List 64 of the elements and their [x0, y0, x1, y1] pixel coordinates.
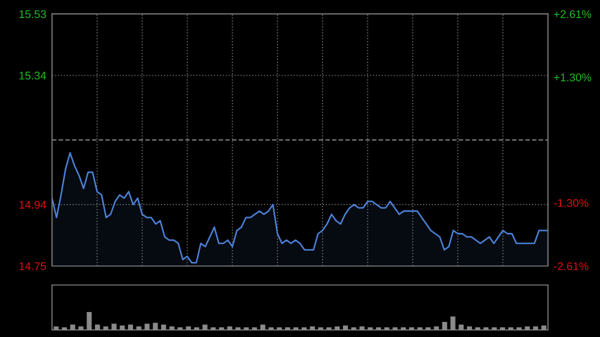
bar [475, 327, 480, 330]
bar [169, 326, 174, 330]
bar [342, 325, 348, 330]
bar [70, 324, 76, 330]
bar [458, 324, 464, 330]
bar [500, 327, 505, 330]
bar [484, 327, 488, 330]
bar [260, 324, 266, 330]
bar [178, 327, 183, 330]
y2-tick-label: +2.61% [554, 10, 592, 18]
y2-tick-label: -2.61% [554, 262, 588, 270]
bar [194, 327, 200, 330]
bar [302, 327, 307, 330]
bar [210, 327, 216, 330]
bar [285, 327, 290, 330]
y2-tick-label: -1.30% [554, 199, 588, 207]
bar [376, 327, 382, 330]
bar [360, 326, 364, 330]
bar [276, 327, 282, 330]
bar [384, 327, 390, 330]
bar [186, 326, 191, 330]
bar [508, 327, 514, 330]
bar [202, 324, 208, 330]
y-tick-label: 15.34 [20, 72, 46, 80]
bar [236, 327, 240, 330]
bar [400, 327, 406, 330]
bar [78, 326, 84, 330]
bar [152, 322, 158, 330]
bar [218, 327, 224, 330]
bar [244, 327, 249, 330]
y2-tick-label: +1.30% [554, 73, 592, 82]
bar [533, 326, 538, 330]
bar [426, 327, 431, 330]
bar [120, 325, 125, 330]
y-tick-label: 15.53 [20, 10, 46, 18]
bar [86, 312, 92, 330]
bar [95, 324, 100, 330]
bar [293, 327, 298, 330]
bar [128, 324, 134, 330]
bar [417, 327, 422, 330]
bar [54, 326, 59, 330]
bar [252, 327, 258, 330]
y-tick-label: 14.94 [20, 200, 46, 209]
bar [524, 326, 530, 330]
bar [310, 326, 315, 330]
bar [334, 326, 340, 330]
bar [450, 316, 456, 330]
bar [409, 327, 414, 330]
bar [541, 325, 546, 330]
bar [516, 327, 522, 330]
bar [62, 327, 67, 330]
y-tick-label: 14.75 [20, 262, 46, 270]
bar [392, 327, 398, 330]
bar [442, 322, 448, 330]
bar [351, 327, 356, 330]
bar [434, 326, 439, 330]
bar [136, 326, 142, 330]
bar [466, 326, 472, 330]
bar [144, 324, 150, 330]
bar [112, 324, 116, 330]
bar [161, 324, 166, 330]
bar [268, 327, 274, 330]
bar [318, 327, 324, 330]
bar [326, 327, 332, 330]
